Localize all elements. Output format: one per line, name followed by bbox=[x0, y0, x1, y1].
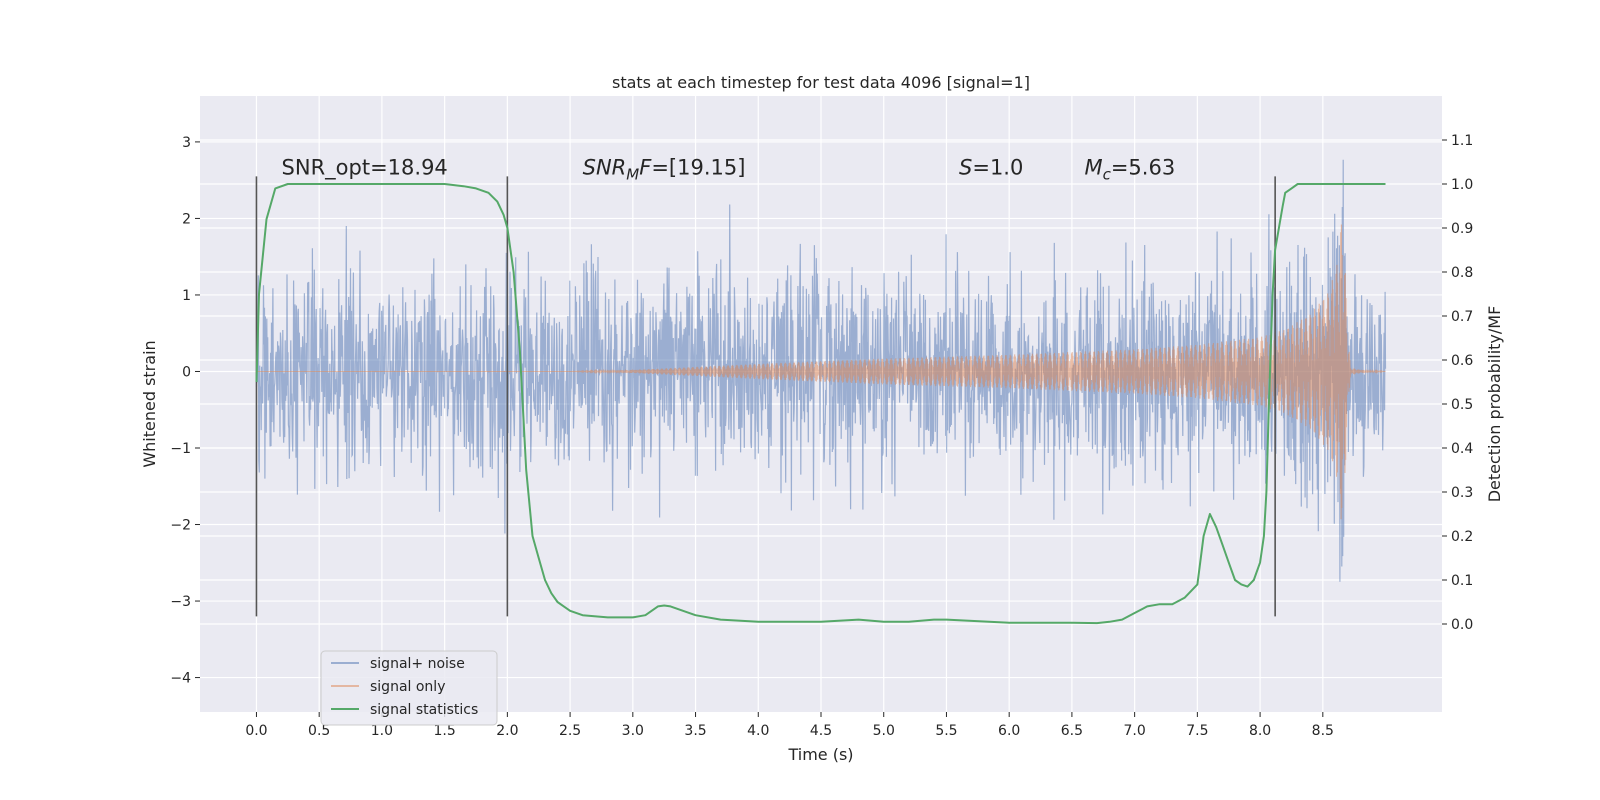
signal-only-line bbox=[256, 224, 1386, 520]
grid bbox=[200, 96, 1442, 712]
legend-box bbox=[320, 650, 498, 726]
annotations: SNR_opt=18.94 SNRMF=[19.15] S=1.0 Mc=5.63 bbox=[282, 156, 1176, 184]
x-tick-label: 5.0 bbox=[873, 723, 895, 739]
x-tick-label: 4.0 bbox=[747, 723, 769, 739]
y-tick-label: 2 bbox=[182, 211, 191, 227]
signal-statistics-line bbox=[255, 183, 1386, 625]
series-signal-only bbox=[256, 224, 1386, 520]
x-tick-label: 0.0 bbox=[245, 723, 267, 739]
x-tick-label: 6.0 bbox=[998, 723, 1020, 739]
y-axis-ticks: −4 −3 −2 −1 0 1 2 3 bbox=[170, 135, 200, 687]
x-tick-label: 2.0 bbox=[496, 723, 518, 739]
y-axis-label: Whitened strain bbox=[140, 340, 159, 467]
y2-tick-label: 1.0 bbox=[1451, 177, 1473, 193]
y-tick-label: −2 bbox=[170, 518, 191, 534]
x-tick-label: 1.5 bbox=[434, 723, 456, 739]
legend: signal+ noise signal only signal statist… bbox=[320, 650, 498, 726]
y2-tick-label: 1.1 bbox=[1451, 133, 1473, 149]
y2-tick-label: 0.7 bbox=[1451, 309, 1473, 325]
y-tick-label: 1 bbox=[182, 288, 191, 304]
y2-tick-label: 0.0 bbox=[1451, 617, 1473, 633]
legend-label-signal-statistics: signal statistics bbox=[370, 702, 478, 718]
y-tick-label: −3 bbox=[170, 594, 191, 610]
x-tick-label: 2.5 bbox=[559, 723, 581, 739]
y2-tick-label: 0.9 bbox=[1451, 221, 1473, 237]
x-tick-label: 6.5 bbox=[1061, 723, 1083, 739]
data-layer bbox=[255, 159, 1387, 625]
x-axis-ticks: 0.0 0.5 1.0 1.5 2.0 2.5 3.0 3.5 4.0 4.5 5.0 5.5 6.0 6… bbox=[245, 712, 1334, 739]
y2-tick-label: 0.8 bbox=[1451, 265, 1473, 281]
x-tick-label: 5.5 bbox=[935, 723, 957, 739]
legend-label-signal-noise: signal+ noise bbox=[370, 656, 465, 672]
x-tick-label: 3.0 bbox=[622, 723, 644, 739]
x-tick-label: 7.5 bbox=[1186, 723, 1208, 739]
x-tick-label: 8.0 bbox=[1249, 723, 1271, 739]
y2-tick-label: 0.3 bbox=[1451, 485, 1473, 501]
annotation-snr-mf: SNRMF=[19.15] bbox=[583, 156, 746, 184]
x-tick-label: 8.5 bbox=[1312, 723, 1334, 739]
y-tick-label: −1 bbox=[170, 441, 191, 457]
chart-title: stats at each timestep for test data 409… bbox=[612, 73, 1030, 92]
x-axis-label: Time (s) bbox=[787, 745, 853, 764]
y2-axis-label: Detection probability/MF bbox=[1485, 306, 1504, 503]
y-tick-label: −4 bbox=[170, 671, 191, 687]
x-tick-label: 1.0 bbox=[371, 723, 393, 739]
y2-tick-label: 0.1 bbox=[1451, 573, 1473, 589]
y2-tick-label: 0.5 bbox=[1451, 397, 1473, 413]
x-tick-label: 4.5 bbox=[810, 723, 832, 739]
y2-tick-label: 0.2 bbox=[1451, 529, 1473, 545]
y-tick-label: 0 bbox=[182, 364, 191, 380]
y2-axis-ticks: 0.0 0.1 0.2 0.3 0.4 0.5 0.6 0.7 0.8 0.9 1.0 1.1 bbox=[1442, 133, 1473, 633]
series-signal-statistics bbox=[255, 183, 1386, 625]
x-tick-label: 3.5 bbox=[684, 723, 706, 739]
annotation-chirp-mass: Mc=5.63 bbox=[1084, 156, 1175, 184]
x-tick-label: 0.5 bbox=[308, 723, 330, 739]
annotation-s-value: S=1.0 bbox=[959, 156, 1023, 180]
y2-tick-label: 0.6 bbox=[1451, 353, 1473, 369]
y2-tick-label: 0.4 bbox=[1451, 441, 1473, 457]
annotation-snr-opt: SNR_opt=18.94 bbox=[282, 156, 448, 181]
legend-label-signal-only: signal only bbox=[370, 679, 445, 695]
x-tick-label: 7.0 bbox=[1124, 723, 1146, 739]
y-tick-label: 3 bbox=[182, 135, 191, 151]
